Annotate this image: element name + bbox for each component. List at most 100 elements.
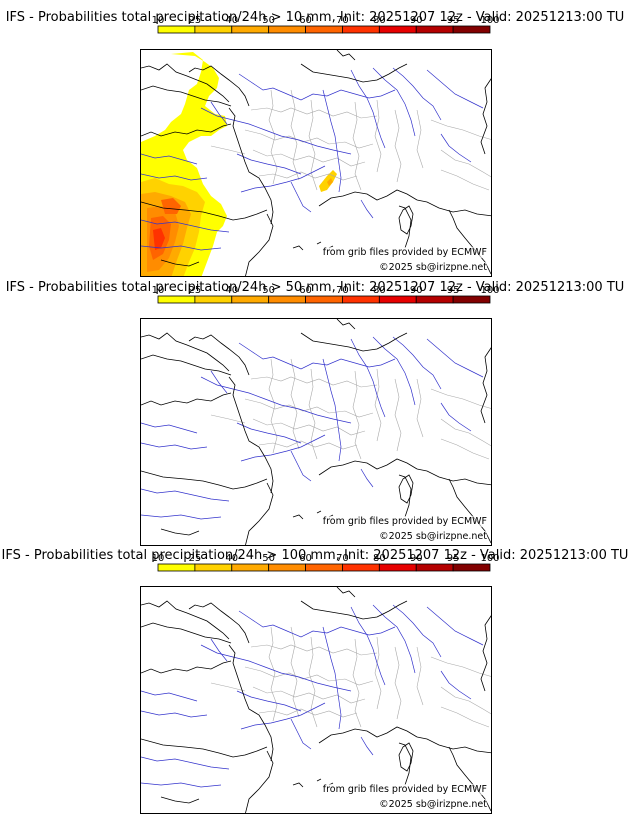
river: [350, 338, 386, 418]
region-border: [440, 686, 491, 715]
colorbar-tick-label: 80: [373, 285, 386, 296]
coastline: [160, 796, 200, 804]
region-borders: [210, 358, 491, 460]
river: [141, 690, 198, 702]
river: [290, 450, 312, 482]
river: [238, 73, 396, 101]
coastline: [141, 201, 268, 221]
river: [141, 442, 208, 450]
region-border: [440, 169, 490, 191]
region-border: [352, 370, 362, 460]
river: [238, 342, 396, 370]
colorbar-swatch: [268, 25, 306, 34]
river: [141, 756, 230, 770]
region-border: [250, 644, 378, 656]
river: [141, 153, 198, 165]
river: [426, 606, 484, 646]
coastlines: [141, 587, 491, 813]
region-border: [210, 145, 246, 155]
coastline: [318, 189, 418, 207]
panel-100mm: IFS - Probabilities total precipitation/…: [0, 548, 630, 818]
river: [240, 702, 326, 730]
river: [290, 181, 312, 213]
region-border: [416, 378, 424, 438]
river: [372, 67, 416, 137]
coastline: [416, 736, 491, 754]
colorbar-tick-label: 95: [447, 15, 460, 26]
colorbar-swatch: [378, 295, 417, 304]
coastline: [141, 85, 232, 107]
coastline: [141, 392, 232, 406]
river: [392, 604, 442, 658]
region-border: [244, 398, 374, 418]
colorbar-tick-label: 40: [225, 15, 238, 26]
river: [372, 336, 416, 406]
colorbar-swatch: [415, 563, 454, 572]
region-border: [290, 89, 300, 181]
coastline: [398, 205, 412, 249]
colorbar-swatch: [194, 563, 233, 572]
region-border: [244, 666, 374, 686]
coastline: [141, 63, 230, 103]
colorbar: 10 25 40 50 60 70 80 90 95 100: [152, 285, 500, 304]
coastline: [300, 332, 408, 352]
colorbar-swatch: [194, 295, 233, 304]
map-area: from grib files provided by ECMWF ©2025 …: [140, 586, 492, 814]
coastline: [245, 750, 274, 813]
colorbar-swatch: [231, 25, 270, 34]
colorbar-tick-label: 10: [152, 553, 165, 564]
colorbar-swatch: [305, 563, 343, 572]
colorbar-swatch: [378, 25, 417, 34]
coastlines: [141, 50, 491, 276]
river: [350, 69, 386, 149]
precipitation-area: [327, 178, 333, 186]
colorbar-swatch: [231, 563, 270, 572]
rivers: [141, 67, 484, 251]
region-border: [258, 171, 358, 181]
colorbar-tick-label: 50: [262, 553, 275, 564]
region-border: [268, 626, 278, 722]
region-border: [374, 636, 382, 710]
colorbar-tick-label: 10: [152, 285, 165, 296]
region-border: [374, 368, 382, 442]
river: [372, 604, 416, 674]
coastline: [228, 107, 274, 225]
region-border: [440, 438, 490, 460]
coastline: [416, 199, 491, 217]
river: [210, 370, 228, 394]
coastline: [188, 65, 250, 107]
colorbar-tick-label: 95: [447, 285, 460, 296]
colorbar-swatch: [342, 563, 380, 572]
region-border: [250, 376, 378, 388]
region-border: [440, 149, 491, 178]
basemap: [141, 319, 491, 545]
map-area: from grib files provided by ECMWF ©2025 …: [140, 49, 492, 277]
river: [440, 670, 472, 700]
source-credit: from grib files provided by ECMWF: [322, 516, 487, 527]
river: [210, 101, 228, 125]
region-border: [308, 368, 318, 460]
region-border: [430, 119, 491, 140]
colorbar-tick-label: 90: [410, 15, 423, 26]
river: [236, 153, 302, 175]
colorbar-swatch: [157, 563, 196, 572]
region-border: [430, 656, 491, 677]
coastline: [141, 123, 232, 137]
colorbar-swatch: [305, 25, 343, 34]
region-border: [416, 646, 424, 706]
river: [440, 402, 472, 432]
river: [240, 165, 326, 193]
coastline: [245, 213, 274, 276]
region-border: [250, 107, 378, 119]
river: [392, 67, 442, 121]
region-border: [252, 418, 366, 436]
colorbar-swatch: [342, 295, 380, 304]
river: [360, 468, 374, 488]
precipitation-area: [153, 228, 165, 250]
region-border: [394, 378, 402, 452]
region-border: [394, 109, 402, 183]
colorbar-tick-label: 50: [262, 15, 275, 26]
precipitation-area: [161, 198, 181, 214]
colorbar-swatch: [305, 295, 343, 304]
source-credit: from grib files provided by ECMWF: [322, 784, 487, 795]
